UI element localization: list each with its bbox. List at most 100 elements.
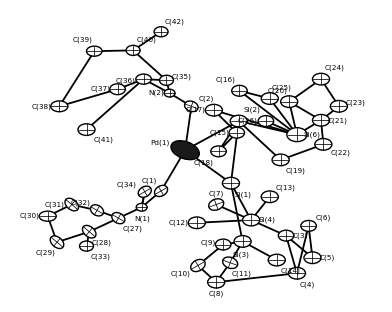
Ellipse shape [205,104,222,116]
Text: C(30): C(30) [20,213,40,219]
Text: C(8): C(8) [209,291,224,297]
Text: Si(1): Si(1) [235,192,252,198]
Text: C(17): C(17) [185,107,205,114]
Ellipse shape [289,267,305,279]
Ellipse shape [112,212,125,224]
Ellipse shape [234,236,251,247]
Ellipse shape [272,154,289,166]
Ellipse shape [78,124,95,135]
Ellipse shape [208,276,225,288]
Ellipse shape [312,73,330,85]
Text: C(19): C(19) [285,168,305,174]
Text: C(42): C(42) [164,18,184,25]
Text: N(2): N(2) [148,90,164,96]
Text: C(14): C(14) [281,267,301,274]
Text: C(23): C(23) [346,99,366,106]
Text: C(21): C(21) [328,117,348,124]
Ellipse shape [209,199,224,210]
Text: C(36): C(36) [115,78,135,84]
Ellipse shape [136,74,151,84]
Ellipse shape [51,101,68,112]
Text: C(18): C(18) [194,159,214,166]
Ellipse shape [164,89,175,97]
Text: C(33): C(33) [91,253,110,260]
Text: C(22): C(22) [330,149,350,155]
Ellipse shape [222,177,240,189]
Ellipse shape [268,254,285,266]
Text: C(38): C(38) [32,103,52,110]
Text: Si(3): Si(3) [232,251,249,258]
Text: Si(2): Si(2) [243,106,260,113]
Text: C(16): C(16) [216,76,236,83]
Ellipse shape [126,45,140,56]
Text: C(41): C(41) [94,137,113,143]
Ellipse shape [154,185,168,197]
Text: Si(4): Si(4) [258,217,275,223]
Text: C(31): C(31) [45,201,65,208]
Text: C(9): C(9) [201,239,216,246]
Ellipse shape [82,225,96,238]
Text: C(37): C(37) [91,86,111,92]
Text: C(25): C(25) [272,84,292,91]
Ellipse shape [301,221,316,231]
Text: C(1): C(1) [141,178,156,184]
Ellipse shape [160,75,174,85]
Text: C(39): C(39) [73,37,93,43]
Text: C(40): C(40) [136,37,156,43]
Ellipse shape [65,198,78,211]
Text: C(5): C(5) [319,255,335,261]
Ellipse shape [261,93,278,104]
Ellipse shape [39,211,56,221]
Ellipse shape [243,214,260,226]
Ellipse shape [138,186,151,197]
Ellipse shape [287,128,307,142]
Ellipse shape [185,101,198,112]
Ellipse shape [312,115,330,126]
Ellipse shape [110,84,125,95]
Text: C(27): C(27) [123,225,143,232]
Text: C(10): C(10) [170,270,190,277]
Ellipse shape [258,116,274,126]
Text: C(7): C(7) [209,190,224,197]
Ellipse shape [87,46,102,56]
Text: C(11): C(11) [232,271,252,277]
Text: Si(6): Si(6) [304,131,321,138]
Text: Pd(1): Pd(1) [151,139,170,145]
Ellipse shape [188,217,205,229]
Ellipse shape [315,139,332,150]
Ellipse shape [136,203,147,211]
Ellipse shape [80,241,94,251]
Text: N(1): N(1) [134,216,149,222]
Text: C(28): C(28) [91,240,111,246]
Text: C(34): C(34) [116,181,136,188]
Text: C(32): C(32) [70,200,90,207]
Ellipse shape [281,96,298,107]
Text: C(6): C(6) [316,215,331,221]
Text: C(15): C(15) [210,129,230,136]
Ellipse shape [261,191,278,202]
Ellipse shape [191,259,205,271]
Text: C(26): C(26) [238,118,257,124]
Ellipse shape [278,230,294,241]
Text: C(12): C(12) [168,220,188,226]
Ellipse shape [171,141,199,160]
Ellipse shape [223,257,238,269]
Ellipse shape [229,127,245,138]
Ellipse shape [50,236,64,249]
Text: C(35): C(35) [171,73,191,80]
Ellipse shape [216,239,231,250]
Text: C(13): C(13) [276,184,296,191]
Text: C(20): C(20) [267,87,287,94]
Ellipse shape [91,205,103,216]
Text: C(29): C(29) [35,250,55,256]
Text: C(24): C(24) [324,65,344,71]
Ellipse shape [304,252,321,264]
Text: C(3): C(3) [293,232,309,239]
Ellipse shape [211,146,226,157]
Ellipse shape [232,85,247,96]
Ellipse shape [230,115,247,127]
Ellipse shape [330,100,347,112]
Text: C(2): C(2) [198,95,214,102]
Ellipse shape [154,27,168,37]
Text: C(4): C(4) [300,281,315,288]
